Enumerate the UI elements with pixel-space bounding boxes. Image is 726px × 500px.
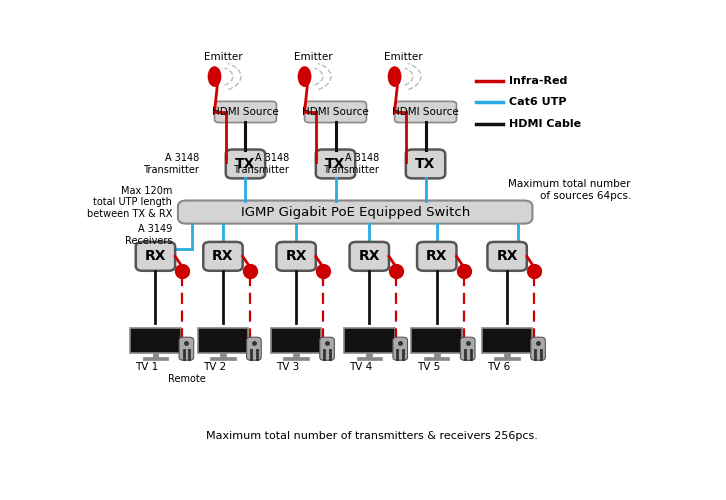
Bar xyxy=(271,328,322,352)
Text: Maximum total number of transmitters & receivers 256pcs.: Maximum total number of transmitters & r… xyxy=(206,431,538,441)
Ellipse shape xyxy=(208,67,221,86)
Text: TV 1: TV 1 xyxy=(135,362,159,372)
FancyBboxPatch shape xyxy=(316,150,355,178)
Bar xyxy=(283,357,309,360)
Text: A 3148
Transmitter: A 3148 Transmitter xyxy=(324,153,380,175)
Bar xyxy=(197,328,248,352)
Bar xyxy=(434,352,440,357)
Text: TV 5: TV 5 xyxy=(417,362,440,372)
Bar xyxy=(412,328,462,352)
Text: A 3148
Transmitter: A 3148 Transmitter xyxy=(234,153,290,175)
Text: Emitter: Emitter xyxy=(294,52,333,62)
Text: RX: RX xyxy=(359,250,380,264)
Bar xyxy=(505,352,510,357)
Text: TX: TX xyxy=(415,157,436,171)
Text: HDMI Source: HDMI Source xyxy=(392,107,459,117)
Text: HDMI Source: HDMI Source xyxy=(302,107,369,117)
Text: IGMP Gigabit PoE Equipped Switch: IGMP Gigabit PoE Equipped Switch xyxy=(240,206,470,218)
Text: TV 6: TV 6 xyxy=(487,362,510,372)
Text: HDMI Cable: HDMI Cable xyxy=(509,118,581,128)
FancyBboxPatch shape xyxy=(203,242,242,271)
Text: Remote: Remote xyxy=(168,374,205,384)
FancyBboxPatch shape xyxy=(395,102,457,122)
Ellipse shape xyxy=(388,67,401,86)
FancyBboxPatch shape xyxy=(393,337,407,360)
Text: Infra-Red: Infra-Red xyxy=(509,76,567,86)
FancyBboxPatch shape xyxy=(247,337,261,360)
Ellipse shape xyxy=(298,67,311,86)
Bar xyxy=(293,352,299,357)
Bar xyxy=(220,352,226,357)
Bar xyxy=(344,328,395,352)
FancyBboxPatch shape xyxy=(226,150,265,178)
Bar xyxy=(211,357,236,360)
FancyBboxPatch shape xyxy=(417,242,457,271)
FancyBboxPatch shape xyxy=(179,337,194,360)
FancyBboxPatch shape xyxy=(487,242,527,271)
FancyBboxPatch shape xyxy=(136,242,175,271)
Text: TV 2: TV 2 xyxy=(203,362,227,372)
Bar xyxy=(143,357,168,360)
Text: TX: TX xyxy=(325,157,346,171)
Text: RX: RX xyxy=(426,250,447,264)
FancyBboxPatch shape xyxy=(406,150,445,178)
Text: HDMI Source: HDMI Source xyxy=(212,107,279,117)
FancyBboxPatch shape xyxy=(531,337,545,360)
Text: Cat6 UTP: Cat6 UTP xyxy=(509,98,566,108)
Text: Emitter: Emitter xyxy=(204,52,242,62)
Text: Emitter: Emitter xyxy=(384,52,423,62)
Text: RX: RX xyxy=(212,250,234,264)
Text: TX: TX xyxy=(235,157,256,171)
Bar xyxy=(424,357,449,360)
Text: Max 120m
total UTP length
between TX & RX: Max 120m total UTP length between TX & R… xyxy=(87,186,172,219)
FancyBboxPatch shape xyxy=(350,242,389,271)
Text: RX: RX xyxy=(285,250,307,264)
FancyBboxPatch shape xyxy=(305,102,367,122)
Text: A 3148
Transmitter: A 3148 Transmitter xyxy=(144,153,200,175)
Text: A 3149
Receivers: A 3149 Receivers xyxy=(125,224,172,246)
Bar xyxy=(356,357,382,360)
FancyBboxPatch shape xyxy=(277,242,316,271)
Bar xyxy=(152,352,158,357)
Bar xyxy=(482,328,532,352)
FancyBboxPatch shape xyxy=(460,337,475,360)
FancyBboxPatch shape xyxy=(215,102,277,122)
Text: RX: RX xyxy=(497,250,518,264)
Text: TV 4: TV 4 xyxy=(349,362,372,372)
Text: TV 3: TV 3 xyxy=(276,362,299,372)
Bar xyxy=(494,357,520,360)
FancyBboxPatch shape xyxy=(178,200,532,224)
Text: RX: RX xyxy=(144,250,166,264)
Text: Maximum total number
of sources 64pcs.: Maximum total number of sources 64pcs. xyxy=(508,180,631,201)
Bar xyxy=(130,328,181,352)
FancyBboxPatch shape xyxy=(319,337,335,360)
Bar xyxy=(367,352,372,357)
